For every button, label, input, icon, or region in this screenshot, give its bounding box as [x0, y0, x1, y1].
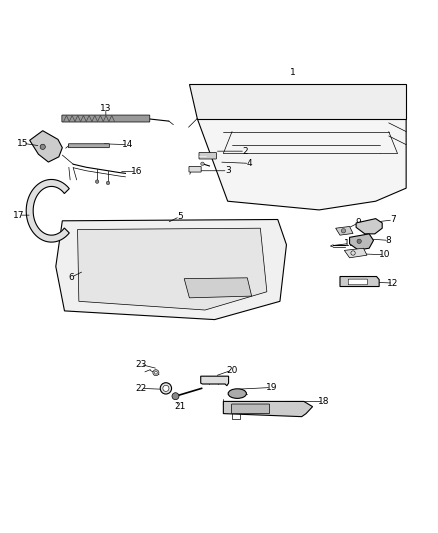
- Polygon shape: [30, 131, 62, 162]
- Polygon shape: [340, 277, 379, 287]
- Polygon shape: [350, 234, 374, 250]
- Text: 1: 1: [290, 68, 296, 77]
- Circle shape: [163, 385, 169, 391]
- Circle shape: [95, 180, 99, 183]
- Text: 16: 16: [131, 167, 142, 176]
- Text: 19: 19: [265, 383, 277, 392]
- Circle shape: [160, 383, 172, 394]
- Circle shape: [155, 372, 157, 374]
- FancyBboxPatch shape: [348, 279, 367, 285]
- FancyBboxPatch shape: [62, 115, 150, 122]
- Circle shape: [106, 181, 110, 184]
- Text: 2: 2: [242, 147, 248, 156]
- Text: 11: 11: [344, 239, 355, 248]
- Text: 6: 6: [68, 273, 74, 282]
- Text: 23: 23: [135, 360, 146, 369]
- Text: 20: 20: [226, 366, 238, 375]
- Text: 18: 18: [318, 397, 329, 406]
- Polygon shape: [201, 376, 229, 386]
- Polygon shape: [197, 118, 406, 210]
- Text: 14: 14: [122, 140, 133, 149]
- Circle shape: [172, 393, 179, 400]
- Text: 12: 12: [387, 279, 399, 287]
- Text: 21: 21: [174, 402, 186, 411]
- FancyBboxPatch shape: [232, 404, 269, 414]
- Polygon shape: [344, 248, 367, 258]
- Polygon shape: [336, 227, 353, 235]
- Text: 13: 13: [100, 104, 112, 113]
- Polygon shape: [26, 180, 69, 242]
- Polygon shape: [56, 220, 286, 320]
- FancyBboxPatch shape: [199, 152, 216, 159]
- Polygon shape: [78, 228, 267, 310]
- Circle shape: [40, 144, 46, 149]
- Polygon shape: [356, 219, 382, 234]
- Circle shape: [153, 370, 159, 376]
- Text: 15: 15: [18, 139, 29, 148]
- Circle shape: [357, 239, 361, 244]
- Text: 8: 8: [386, 236, 392, 245]
- Text: 9: 9: [355, 219, 361, 228]
- FancyBboxPatch shape: [68, 144, 110, 148]
- Polygon shape: [184, 278, 252, 298]
- Circle shape: [341, 229, 346, 233]
- Text: 22: 22: [135, 384, 146, 393]
- Text: 4: 4: [247, 159, 252, 168]
- Ellipse shape: [228, 389, 247, 398]
- Text: 5: 5: [177, 212, 183, 221]
- Text: 3: 3: [225, 166, 230, 175]
- FancyBboxPatch shape: [189, 166, 201, 172]
- Polygon shape: [188, 84, 406, 118]
- Text: 17: 17: [13, 211, 25, 220]
- Text: 7: 7: [390, 215, 396, 224]
- Text: 10: 10: [378, 251, 390, 259]
- Circle shape: [201, 162, 204, 166]
- Polygon shape: [223, 401, 313, 417]
